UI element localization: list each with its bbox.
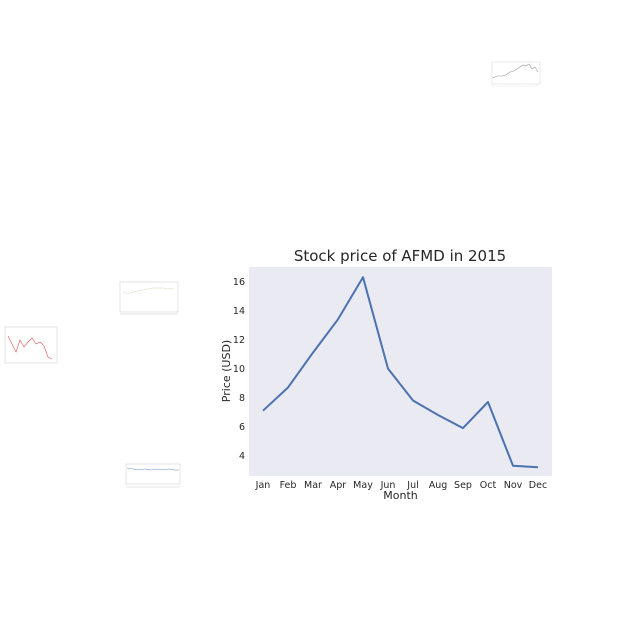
thumbnail-chart-top-right-graphic xyxy=(491,61,541,87)
x-tick-label: Sep xyxy=(454,480,472,491)
thumbnail-chart-left-upper xyxy=(114,276,180,316)
x-axis-ticks: Jan Feb Mar Apr May Jun Jul Aug Sep Oct Nov Dec xyxy=(255,480,548,491)
y-axis-label: Price (USD) xyxy=(220,340,233,402)
thumbnail-chart-left-lower xyxy=(118,454,184,494)
x-tick-label: Feb xyxy=(280,480,297,491)
x-tick-label: Jun xyxy=(380,480,396,491)
chart-title: Stock price of AFMD in 2015 xyxy=(294,247,506,265)
x-tick-label: Aug xyxy=(429,480,448,491)
x-tick-label: Apr xyxy=(330,480,347,491)
thumbnail-chart-far-left xyxy=(0,322,60,368)
x-tick-label: Nov xyxy=(504,480,523,491)
thumbnail-chart-far-left-graphic xyxy=(4,326,58,364)
plot-area xyxy=(249,267,552,476)
series-line xyxy=(262,276,539,469)
y-tick-label: 4 xyxy=(239,451,245,462)
thumbnail-chart-top-right xyxy=(484,56,542,90)
y-axis-ticks: 4 6 8 10 12 14 16 xyxy=(233,277,245,462)
x-tick-label: Mar xyxy=(304,480,322,491)
y-tick-label: 16 xyxy=(233,277,245,288)
x-tick-label: May xyxy=(353,480,373,491)
y-tick-label: 14 xyxy=(233,306,245,317)
x-tick-label: Dec xyxy=(529,480,547,491)
x-tick-label: Oct xyxy=(480,480,497,491)
thumbnail-chart-left-lower-graphic xyxy=(125,463,181,488)
x-axis-label: Month xyxy=(383,489,418,502)
y-tick-label: 12 xyxy=(233,335,245,346)
y-tick-label: 6 xyxy=(239,422,245,433)
main-chart: Stock price of AFMD in 2015 46810121416 … xyxy=(220,247,552,502)
x-tick-label: Jul xyxy=(406,480,418,491)
x-tick-label: Jan xyxy=(255,480,271,491)
y-tick-label: 8 xyxy=(239,393,245,404)
y-tick-label: 10 xyxy=(233,364,245,375)
thumbnail-chart-left-upper-graphic xyxy=(119,281,179,315)
